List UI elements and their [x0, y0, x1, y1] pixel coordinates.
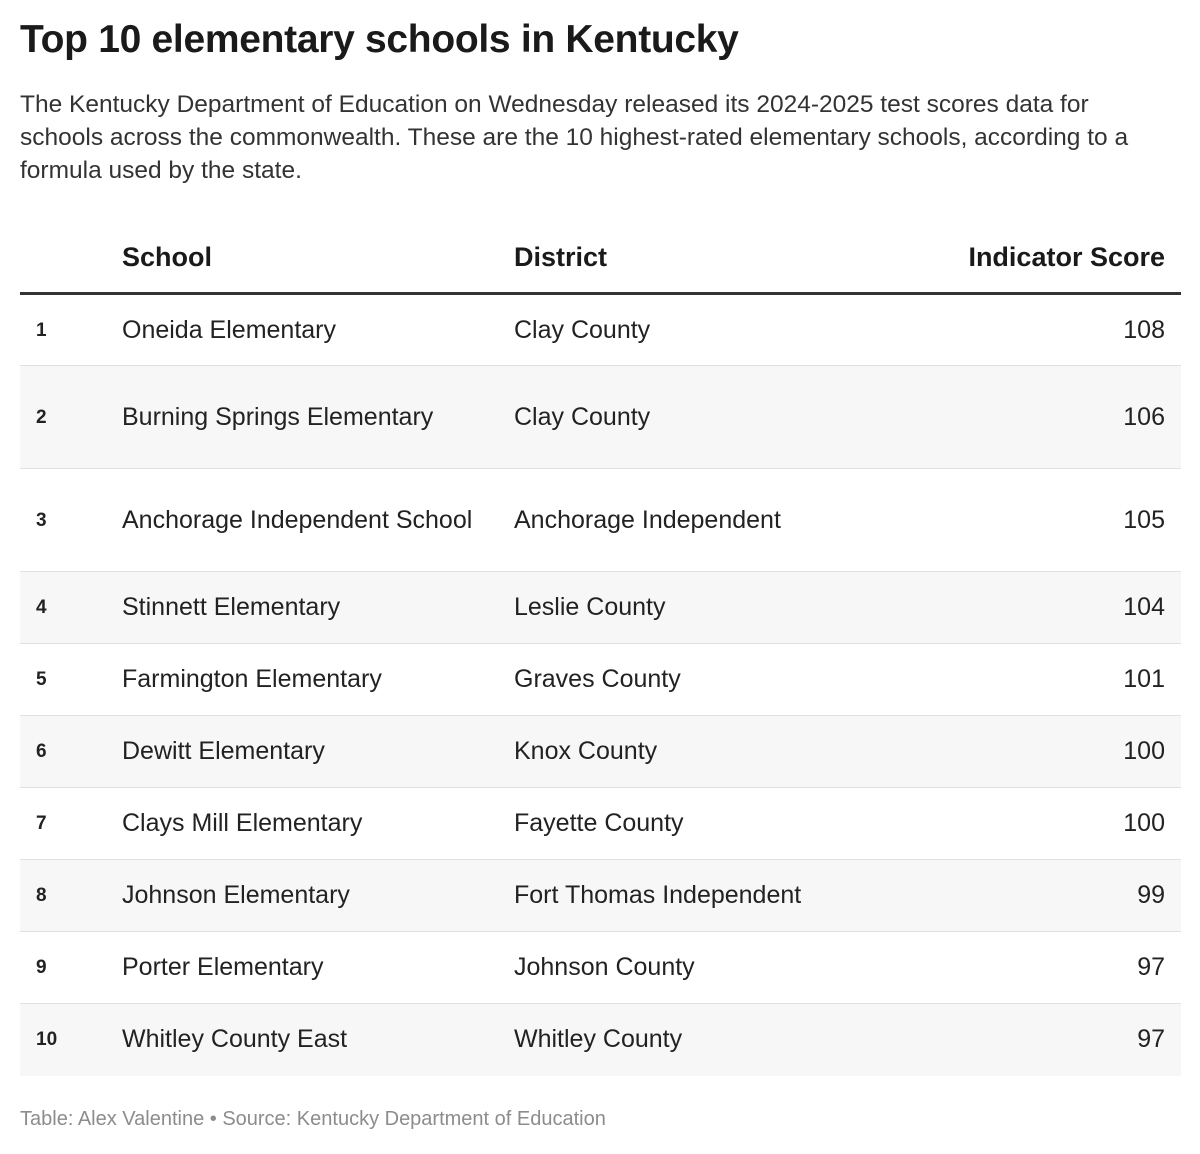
header-rank	[20, 222, 122, 295]
table-row: 8 Johnson Elementary Fort Thomas Independe…	[20, 859, 1181, 932]
cell-score: 97	[954, 931, 1181, 1004]
cell-score: 99	[954, 859, 1181, 932]
table-row: 1 Oneida Elementary Clay County 108	[20, 293, 1181, 366]
header-score: Indicator Score	[954, 222, 1181, 295]
cell-district: Johnson County	[514, 931, 954, 1004]
table-row: 7 Clays Mill Elementary Fayette County 100	[20, 787, 1181, 860]
cell-score: 104	[954, 571, 1181, 644]
table-row: 2 Burning Springs Elementary Clay County 10…	[20, 365, 1181, 469]
table-row: 4 Stinnett Elementary Leslie County 104	[20, 571, 1181, 644]
cell-district: Whitley County	[514, 1003, 954, 1076]
table-body: 1 Oneida Elementary Clay County 108 2 Burning…	[20, 293, 1181, 1076]
cell-rank: 2	[20, 365, 122, 469]
cell-district: Anchorage Independent	[514, 468, 954, 572]
cell-school: Burning Springs Elementary	[122, 365, 514, 469]
cell-score: 108	[954, 293, 1181, 366]
chart-subtitle: The Kentucky Department of Education on …	[20, 91, 1129, 184]
header-school: School	[122, 222, 514, 295]
cell-school: Johnson Elementary	[122, 859, 514, 932]
header-district: District	[514, 222, 954, 295]
cell-rank: 8	[20, 859, 122, 932]
table-header-row: School District Indicator Score	[20, 222, 1181, 295]
cell-score: 105	[954, 468, 1181, 572]
cell-rank: 5	[20, 643, 122, 716]
cell-school: Porter Elementary	[122, 931, 514, 1004]
cell-school: Whitley County East	[122, 1003, 514, 1076]
table-row: 6 Dewitt Elementary Knox County 100	[20, 715, 1181, 788]
cell-score: 97	[954, 1003, 1181, 1076]
cell-score: 106	[954, 365, 1181, 469]
cell-school: Stinnett Elementary	[122, 571, 514, 644]
cell-school: Oneida Elementary	[122, 293, 514, 366]
rankings-table: School District Indicator Score 1 Oneida …	[20, 222, 1181, 1076]
cell-rank: 4	[20, 571, 122, 644]
cell-rank: 7	[20, 787, 122, 860]
cell-rank: 10	[20, 1003, 122, 1076]
cell-school: Anchorage Independent School	[122, 468, 514, 572]
chart-title: Top 10 elementary schools in Kentucky	[20, 18, 739, 61]
cell-score: 101	[954, 643, 1181, 716]
table-row: 9 Porter Elementary Johnson County 97	[20, 931, 1181, 1004]
cell-rank: 6	[20, 715, 122, 788]
cell-district: Clay County	[514, 293, 954, 366]
table-row: 3 Anchorage Independent School Anchorage I…	[20, 468, 1181, 572]
cell-rank: 3	[20, 468, 122, 572]
cell-rank: 1	[20, 293, 122, 366]
cell-district: Graves County	[514, 643, 954, 716]
cell-district: Knox County	[514, 715, 954, 788]
cell-district: Fort Thomas Independent	[514, 859, 954, 932]
cell-school: Farmington Elementary	[122, 643, 514, 716]
cell-district: Leslie County	[514, 571, 954, 644]
source-credit: Table: Alex Valentine • Source: Kentucky…	[20, 1108, 606, 1130]
table-row: 10 Whitley County East Whitley County 97	[20, 1003, 1181, 1076]
table-row: 5 Farmington Elementary Graves County 101	[20, 643, 1181, 716]
cell-school: Dewitt Elementary	[122, 715, 514, 788]
cell-district: Clay County	[514, 365, 954, 469]
cell-score: 100	[954, 787, 1181, 860]
cell-district: Fayette County	[514, 787, 954, 860]
cell-score: 100	[954, 715, 1181, 788]
cell-school: Clays Mill Elementary	[122, 787, 514, 860]
cell-rank: 9	[20, 931, 122, 1004]
